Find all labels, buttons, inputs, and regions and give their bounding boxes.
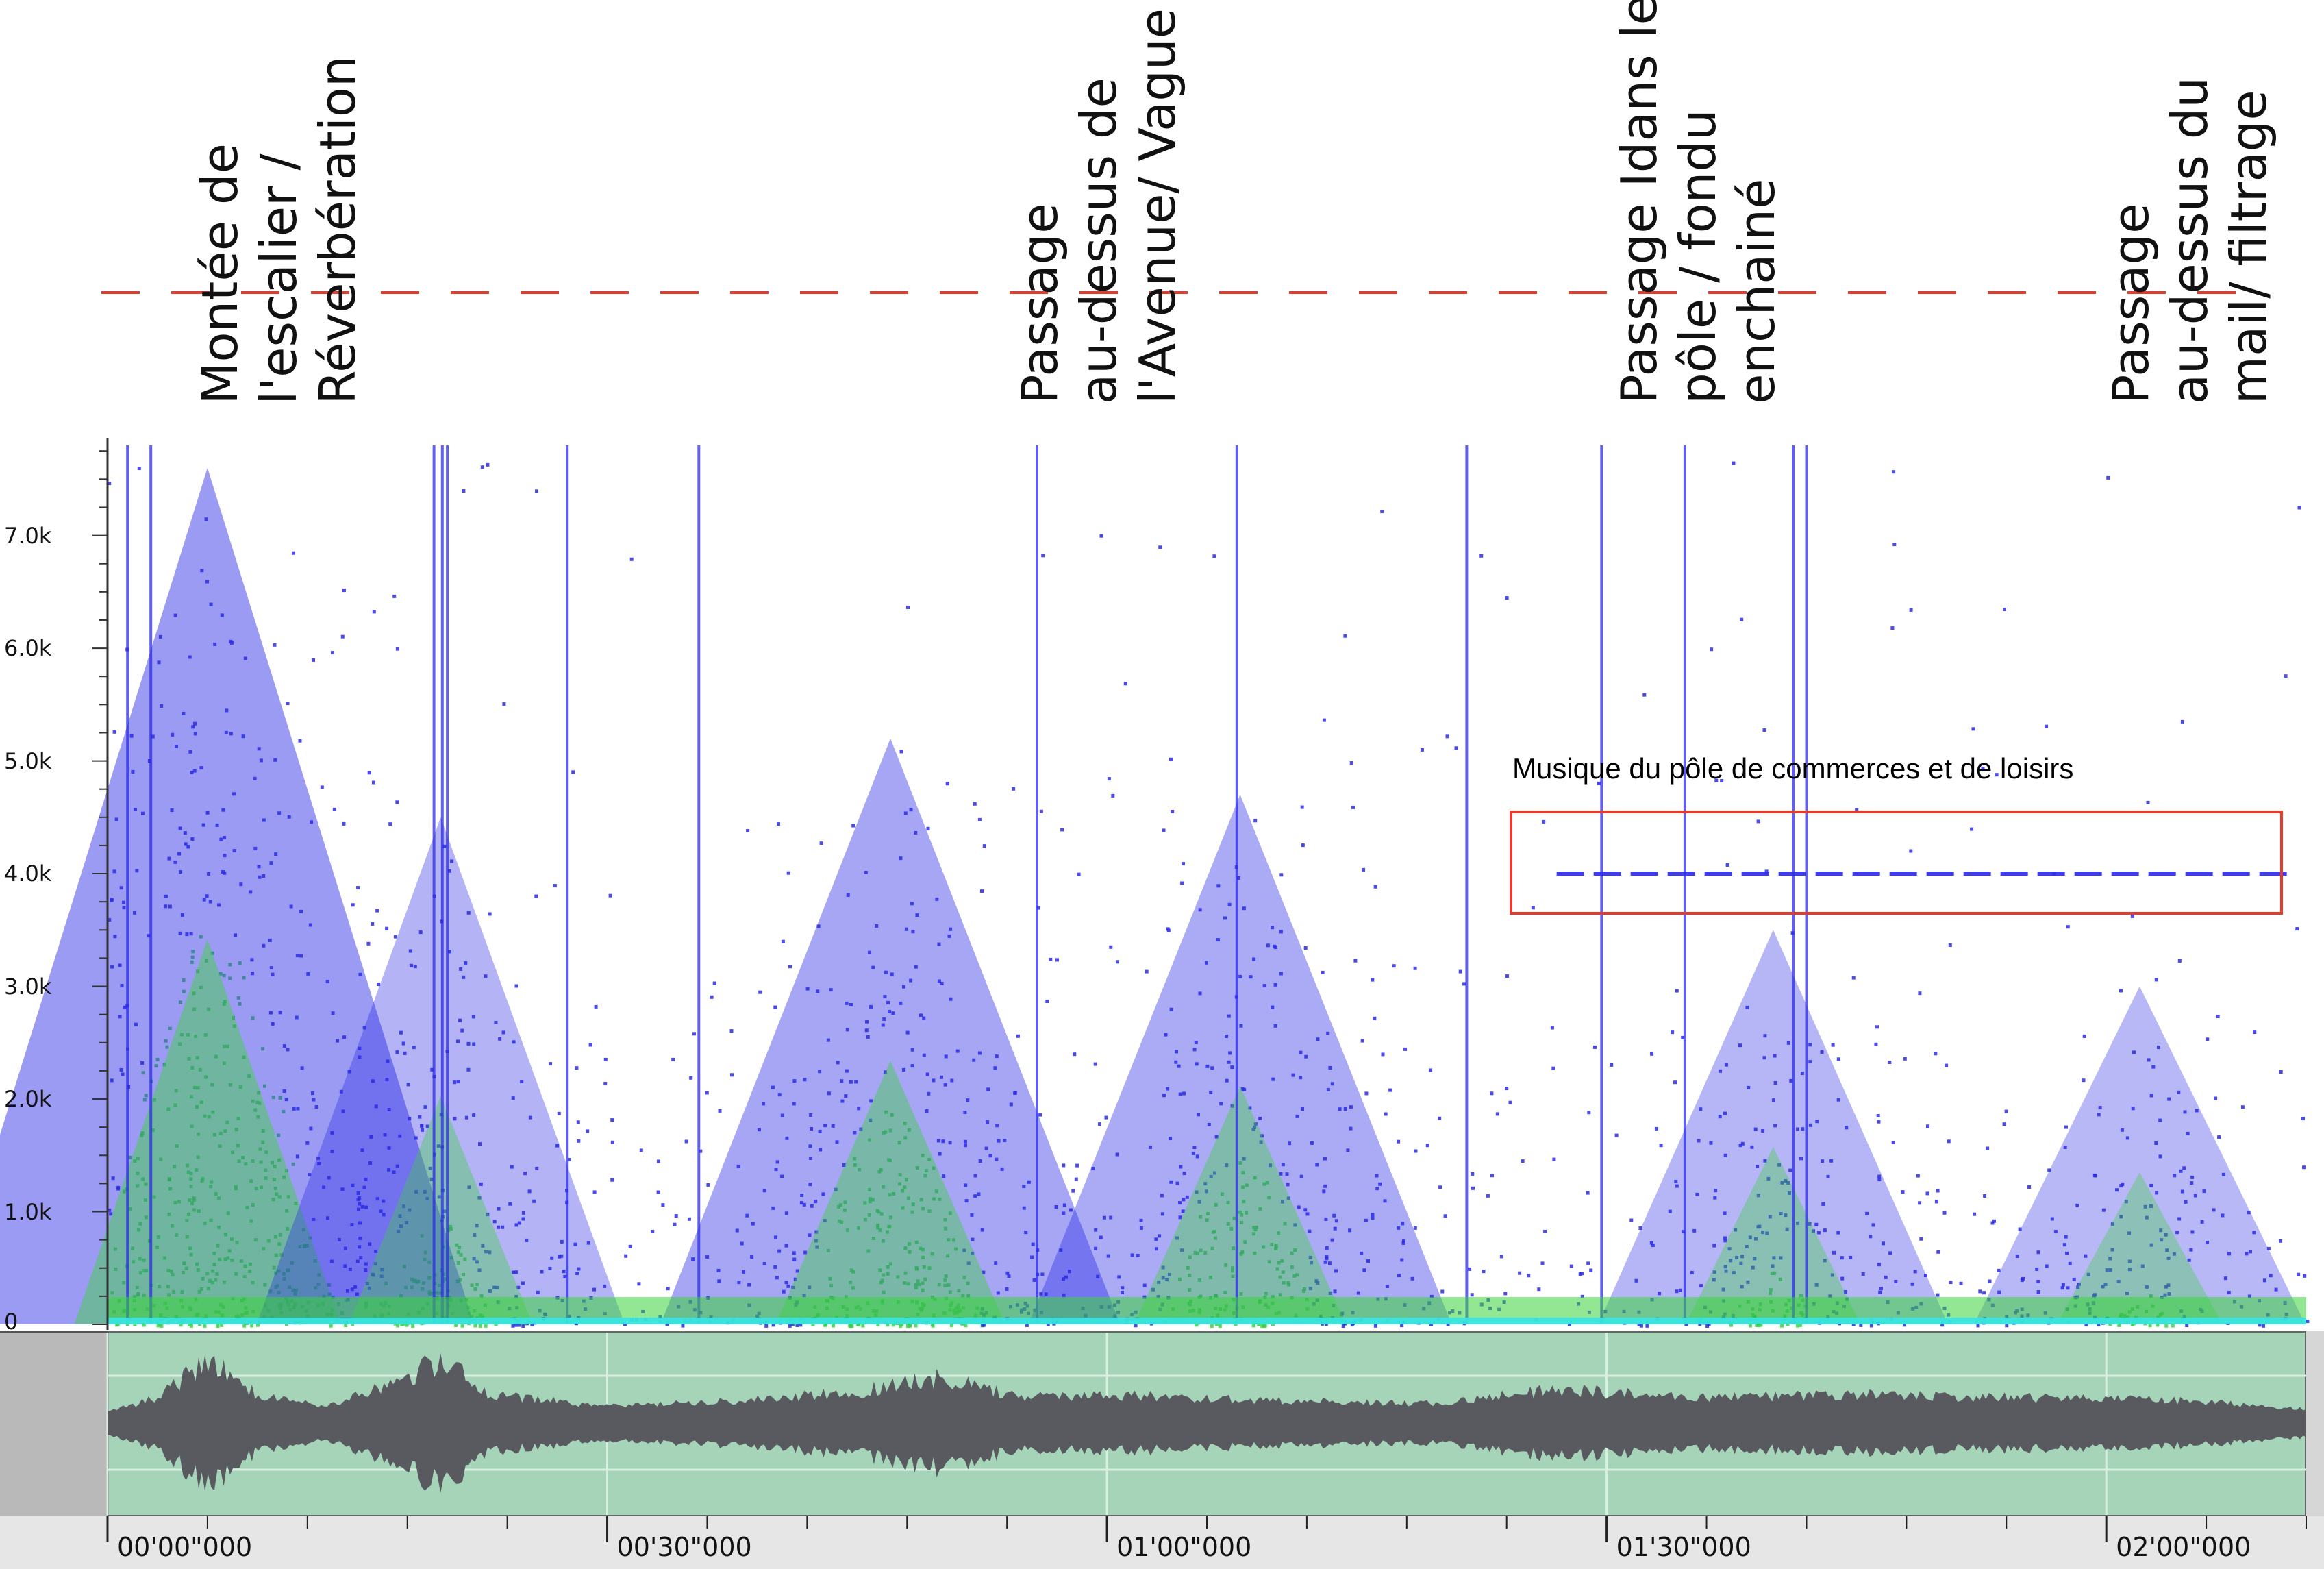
caption-line: mail/ filtrage bbox=[2219, 90, 2277, 405]
frequency-axis bbox=[92, 438, 109, 1330]
time-ruler bbox=[0, 1516, 2324, 1569]
energy-burst bbox=[1028, 794, 1452, 1324]
caption-line: Passage bbox=[2101, 203, 2160, 405]
y-tick-label: 3.0k bbox=[4, 973, 52, 1000]
music-annotation-box bbox=[1510, 811, 2283, 915]
caption-line: Passage bbox=[1010, 203, 1069, 404]
y-tick-label: 4.0k bbox=[4, 861, 52, 887]
music-annotation-label: Musique du pôle de commerces et de loisi… bbox=[1512, 752, 2074, 784]
caption-pole-passage: Passage Idans le pôle / fondu enchainé bbox=[1610, 0, 1786, 404]
caption-line: au-dessus de bbox=[1069, 77, 1127, 404]
energy-burst bbox=[1973, 986, 2306, 1324]
y-tick-label: 6.0k bbox=[4, 635, 52, 662]
caption-line: enchainé bbox=[1728, 178, 1786, 404]
y-tick-label: 2.0k bbox=[4, 1086, 52, 1113]
caption-line: Passage Idans le bbox=[1610, 0, 1669, 404]
x-tick-label: 01'00"000 bbox=[1116, 1532, 1252, 1562]
caption-line: l'Avenue/ Vague bbox=[1128, 8, 1186, 404]
energy-burst bbox=[0, 467, 474, 1324]
spectrogram-plot bbox=[0, 442, 2310, 1328]
waveform-shape bbox=[108, 1353, 2306, 1493]
caption-stair-climb: Montée de l'escalier / Réverbération bbox=[190, 55, 367, 404]
y-tick-label: 1.0k bbox=[4, 1198, 52, 1225]
plot-background bbox=[108, 442, 2306, 1328]
waveform-left-gutter bbox=[0, 1331, 108, 1518]
caption-line: au-dessus du bbox=[2160, 76, 2219, 405]
lowest-frequency-band bbox=[108, 1318, 2306, 1324]
caption-line: pôle / fondu bbox=[1669, 109, 1727, 404]
x-tick-label: 01'30"000 bbox=[1616, 1532, 1751, 1562]
x-tick-label: 00'30"000 bbox=[616, 1532, 752, 1562]
energy-burst bbox=[256, 817, 625, 1324]
y-tick-label: 5.0k bbox=[4, 748, 52, 774]
waveform-trace bbox=[108, 1353, 2306, 1493]
x-tick-label: 02'00"000 bbox=[2116, 1532, 2251, 1562]
caption-avenue-passage: Passage au-dessus de l'Avenue/ Vague bbox=[1010, 8, 1187, 404]
caption-mall-passage: Passage au-dessus du mail/ filtrage bbox=[2101, 77, 2278, 404]
y-tick-label: 7.0k bbox=[4, 522, 52, 549]
caption-line: Montée de bbox=[191, 143, 249, 405]
energy-burst bbox=[660, 738, 1121, 1324]
caption-line: Réverbération bbox=[309, 55, 367, 405]
caption-line: l'escalier / bbox=[250, 153, 308, 405]
time-ruler-ticks bbox=[106, 1516, 2307, 1542]
waveform-right-gutter bbox=[2306, 1331, 2324, 1516]
x-tick-label: 00'00"000 bbox=[117, 1532, 253, 1562]
y-tick-label: 0 bbox=[4, 1309, 18, 1335]
